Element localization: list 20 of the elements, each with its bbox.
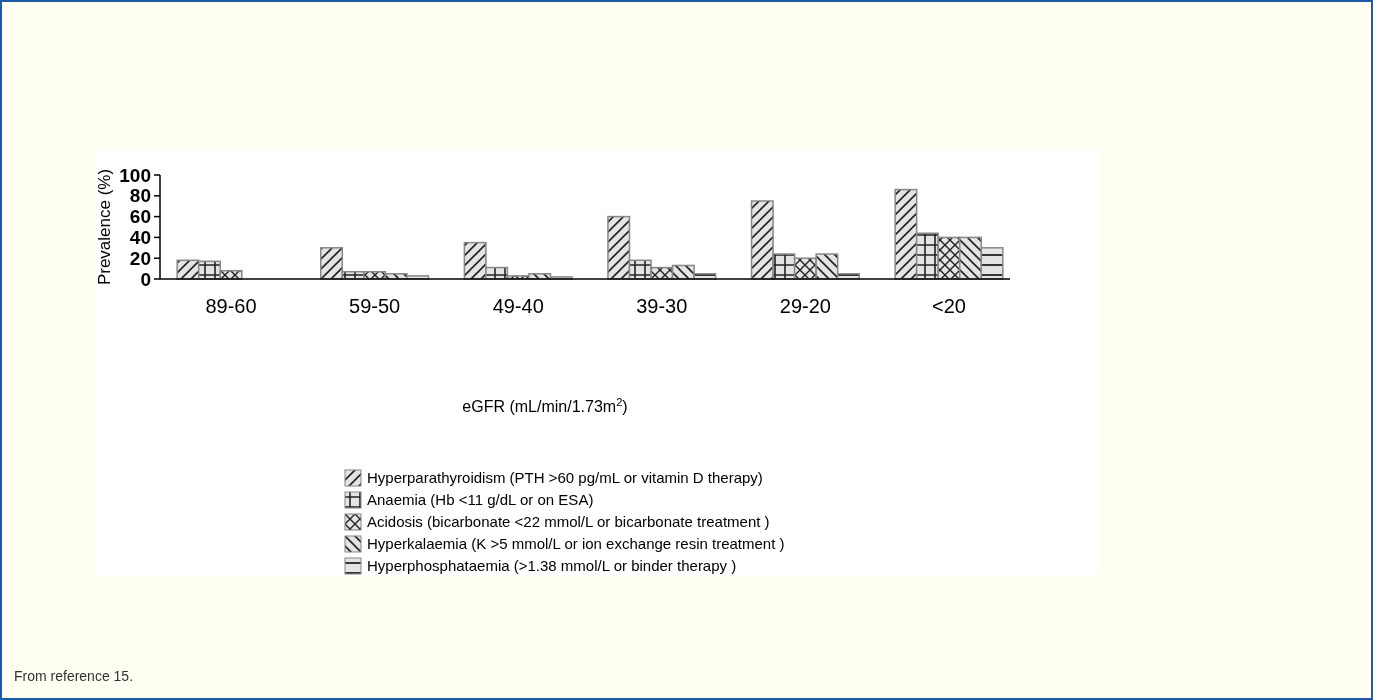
legend-label: Hyperkalaemia (K >5 mmol/L or ion exchange resin treatment ) <box>367 535 785 552</box>
x-tick-label: 39-30 <box>636 295 688 317</box>
x-tick-label: 29-20 <box>779 295 831 317</box>
y-tick-label: 20 <box>129 247 151 269</box>
y-tick-label: 60 <box>129 206 151 228</box>
legend-label: Hyperparathyroidism (PTH >60 pg/mL or vitamin D therapy) <box>367 469 763 486</box>
legend-label: Acidosis (bicarbonate <22 mmol/L or bicarbonate treatment ) <box>367 513 770 530</box>
legend-label: Hyperphosphataemia (>1.38 mmol/L or binder therapy ) <box>367 557 737 574</box>
text: From reference 15. <box>14 668 134 684</box>
y-axis-title: Prevalence (%) <box>95 168 114 286</box>
x-tick-label: 49-40 <box>492 295 544 317</box>
y-tick-label: 100 <box>119 164 151 186</box>
x-tick-label: <20 <box>932 295 966 317</box>
x-tick-label: 59-50 <box>349 295 401 317</box>
x-axis-title: eGFR (mL/min/1.73m$^{2}$) <box>462 396 628 415</box>
legend-label: Anaemia (Hb <11 g/dL or on ESA) <box>367 491 594 508</box>
y-tick-label: 0 <box>140 268 151 290</box>
y-tick-label: 80 <box>129 185 151 207</box>
y-tick-label: 40 <box>129 227 151 249</box>
x-tick-label: 89-60 <box>205 295 257 317</box>
